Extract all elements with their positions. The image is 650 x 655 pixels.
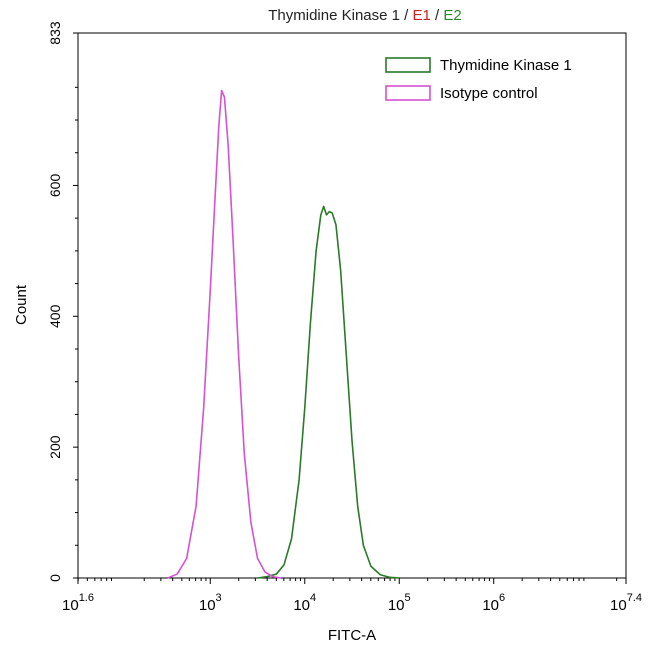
legend-label: Isotype control [440,85,538,102]
x-axis-label: FITC-A [328,627,376,644]
y-tick-label: 600 [47,174,63,198]
title-part-0: Thymidine Kinase 1 / [268,7,412,24]
y-axis: 0 200 400 600 833 [47,21,78,582]
title-part-2: / [431,7,444,24]
plot-frame [77,32,627,579]
y-tick-label: 0 [47,574,63,582]
title-part-1: E1 [413,7,431,24]
y-tick-label: 200 [47,435,63,459]
series-line-0 [257,205,400,579]
x-tick-label: 107.4 [610,592,642,614]
y-tick-label: 833 [47,21,63,45]
y-axis-label: Count [13,284,30,325]
legend: Thymidine Kinase 1 Isotype control [385,57,572,102]
x-tick-label: 106 [482,592,505,614]
x-axis: 101.6 103 104 105 106 107.4 [62,578,642,614]
legend-swatch [385,85,431,101]
x-tick-label: 103 [199,592,222,614]
x-tick-label: 105 [388,592,411,614]
x-tick-label: 101.6 [62,592,94,614]
x-tick-label: 104 [293,592,316,614]
legend-swatch [385,57,431,73]
series-layer [167,89,400,579]
chart-title: Thymidine Kinase 1 / E1 / E2 [268,7,461,24]
title-part-3: E2 [443,7,461,24]
y-tick-label: 400 [47,304,63,328]
series-line-1 [167,89,282,579]
legend-label: Thymidine Kinase 1 [440,57,572,74]
